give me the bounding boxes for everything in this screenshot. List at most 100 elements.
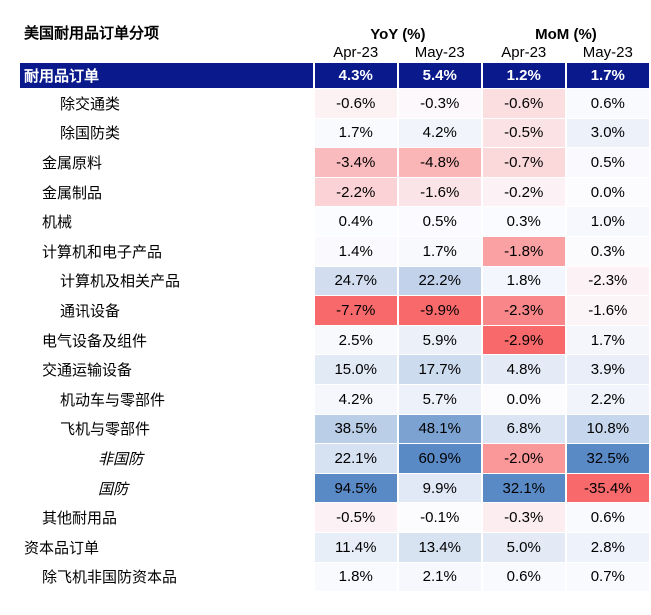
data-row: 除国防类 1.7% 4.2% -0.5% 3.0% bbox=[20, 118, 649, 148]
value-cell: -0.3% bbox=[398, 89, 481, 118]
row-label: 机动车与零部件 bbox=[60, 391, 166, 409]
row-label: 除交通类 bbox=[60, 95, 121, 113]
value-cell: 11.4% bbox=[314, 532, 397, 562]
value-cell: 5.9% bbox=[398, 325, 481, 355]
value-cell: 0.6% bbox=[566, 89, 649, 118]
value-cell: -2.9% bbox=[482, 325, 565, 355]
value-cell: 5.0% bbox=[482, 532, 565, 562]
row-label: 计算机及相关产品 bbox=[60, 273, 181, 291]
value-cell: 1.7% bbox=[566, 63, 649, 88]
data-row: 计算机和电子产品 1.4% 1.7% -1.8% 0.3% bbox=[20, 236, 649, 266]
value-cell: -2.0% bbox=[482, 444, 565, 473]
value-cell: 4.2% bbox=[398, 118, 481, 148]
row-label: 其他耐用品 bbox=[42, 510, 118, 528]
row-label: 资本品订单 bbox=[24, 539, 100, 557]
row-label: 计算机和电子产品 bbox=[42, 243, 163, 261]
value-cell: -2.2% bbox=[314, 177, 397, 207]
data-row: 非国防 22.1% 60.9% -2.0% 32.5% bbox=[20, 444, 649, 473]
data-row: 电气设备及组件 2.5% 5.9% -2.9% 1.7% bbox=[20, 325, 649, 355]
value-cell: -35.4% bbox=[566, 473, 649, 503]
row-label: 除国防类 bbox=[60, 125, 121, 143]
value-cell: -9.9% bbox=[398, 296, 481, 325]
value-cell: 0.0% bbox=[482, 384, 565, 414]
value-cell: 22.1% bbox=[314, 444, 397, 473]
period-header: Apr-23 bbox=[501, 44, 547, 61]
row-label: 非国防 bbox=[98, 450, 144, 468]
value-cell: -1.6% bbox=[566, 296, 649, 325]
value-cell: 32.5% bbox=[566, 444, 649, 473]
value-cell: 24.7% bbox=[314, 266, 397, 296]
value-cell: 5.4% bbox=[398, 63, 481, 88]
header-row: 美国耐用品订单分项 YoY (%) MoM (%) bbox=[20, 17, 649, 43]
row-label: 金属原料 bbox=[42, 154, 103, 172]
data-row: 计算机及相关产品 24.7% 22.2% 1.8% -2.3% bbox=[20, 266, 649, 296]
data-row: 交通运输设备 15.0% 17.7% 4.8% 3.9% bbox=[20, 355, 649, 384]
row-label: 金属制品 bbox=[42, 184, 103, 202]
value-cell: 6.8% bbox=[482, 414, 565, 444]
value-cell: -1.8% bbox=[482, 236, 565, 266]
row-label: 国防 bbox=[98, 480, 129, 498]
data-row: 飞机与零部件 38.5% 48.1% 6.8% 10.8% bbox=[20, 414, 649, 444]
table-title: 美国耐用品订单分项 bbox=[24, 25, 160, 42]
data-row: 金属原料 -3.4% -4.8% -0.7% 0.5% bbox=[20, 148, 649, 177]
value-cell: 38.5% bbox=[314, 414, 397, 444]
value-cell: 1.7% bbox=[566, 325, 649, 355]
value-cell: 5.7% bbox=[398, 384, 481, 414]
value-cell: 32.1% bbox=[482, 473, 565, 503]
value-cell: -0.3% bbox=[482, 503, 565, 532]
value-cell: -0.5% bbox=[314, 503, 397, 532]
value-cell: 3.9% bbox=[566, 355, 649, 384]
value-cell: 1.8% bbox=[314, 562, 397, 592]
value-cell: -0.2% bbox=[482, 177, 565, 207]
durable-goods-table: 美国耐用品订单分项 YoY (%) MoM (%) Apr-23 May-23 … bbox=[18, 16, 651, 592]
row-label: 飞机与零部件 bbox=[60, 421, 151, 439]
value-cell: 4.2% bbox=[314, 384, 397, 414]
value-cell: 2.1% bbox=[398, 562, 481, 592]
value-cell: 1.2% bbox=[482, 63, 565, 88]
value-cell: 1.8% bbox=[482, 266, 565, 296]
value-cell: 1.7% bbox=[314, 118, 397, 148]
value-cell: 48.1% bbox=[398, 414, 481, 444]
row-label: 除飞机非国防资本品 bbox=[42, 569, 178, 587]
value-cell: 15.0% bbox=[314, 355, 397, 384]
period-header: May-23 bbox=[582, 44, 633, 61]
value-cell: 1.7% bbox=[398, 236, 481, 266]
value-cell: -0.5% bbox=[482, 118, 565, 148]
value-cell: 3.0% bbox=[566, 118, 649, 148]
value-cell: 2.8% bbox=[566, 532, 649, 562]
value-cell: 1.4% bbox=[314, 236, 397, 266]
value-cell: -4.8% bbox=[398, 148, 481, 177]
data-row: 通讯设备 -7.7% -9.9% -2.3% -1.6% bbox=[20, 296, 649, 325]
value-cell: -3.4% bbox=[314, 148, 397, 177]
value-cell: 0.3% bbox=[482, 207, 565, 236]
row-label: 电气设备及组件 bbox=[42, 332, 148, 350]
data-row: 机动车与零部件 4.2% 5.7% 0.0% 2.2% bbox=[20, 384, 649, 414]
value-cell: 22.2% bbox=[398, 266, 481, 296]
value-cell: 4.8% bbox=[482, 355, 565, 384]
data-row: 国防 94.5% 9.9% 32.1% -35.4% bbox=[20, 473, 649, 503]
value-cell: -0.7% bbox=[482, 148, 565, 177]
value-cell: 0.3% bbox=[566, 236, 649, 266]
data-row: 除飞机非国防资本品 1.8% 2.1% 0.6% 0.7% bbox=[20, 562, 649, 592]
value-cell: 0.5% bbox=[398, 207, 481, 236]
value-cell: 13.4% bbox=[398, 532, 481, 562]
value-cell: 4.3% bbox=[314, 63, 397, 88]
value-cell: -0.6% bbox=[314, 89, 397, 118]
data-row: 金属制品 -2.2% -1.6% -0.2% 0.0% bbox=[20, 177, 649, 207]
row-label: 耐用品订单 bbox=[20, 63, 313, 88]
data-row: 资本品订单 11.4% 13.4% 5.0% 2.8% bbox=[20, 532, 649, 562]
value-cell: 9.9% bbox=[398, 473, 481, 503]
row-label: 交通运输设备 bbox=[42, 362, 133, 380]
group-header: MoM (%) bbox=[535, 26, 597, 43]
value-cell: 94.5% bbox=[314, 473, 397, 503]
value-cell: -2.3% bbox=[482, 296, 565, 325]
value-cell: 0.0% bbox=[566, 177, 649, 207]
value-cell: 1.0% bbox=[566, 207, 649, 236]
value-cell: -7.7% bbox=[314, 296, 397, 325]
period-header: Apr-23 bbox=[333, 44, 379, 61]
value-cell: 0.7% bbox=[566, 562, 649, 592]
group-header: YoY (%) bbox=[370, 26, 426, 43]
row-label: 通讯设备 bbox=[60, 302, 121, 320]
value-cell: 60.9% bbox=[398, 444, 481, 473]
